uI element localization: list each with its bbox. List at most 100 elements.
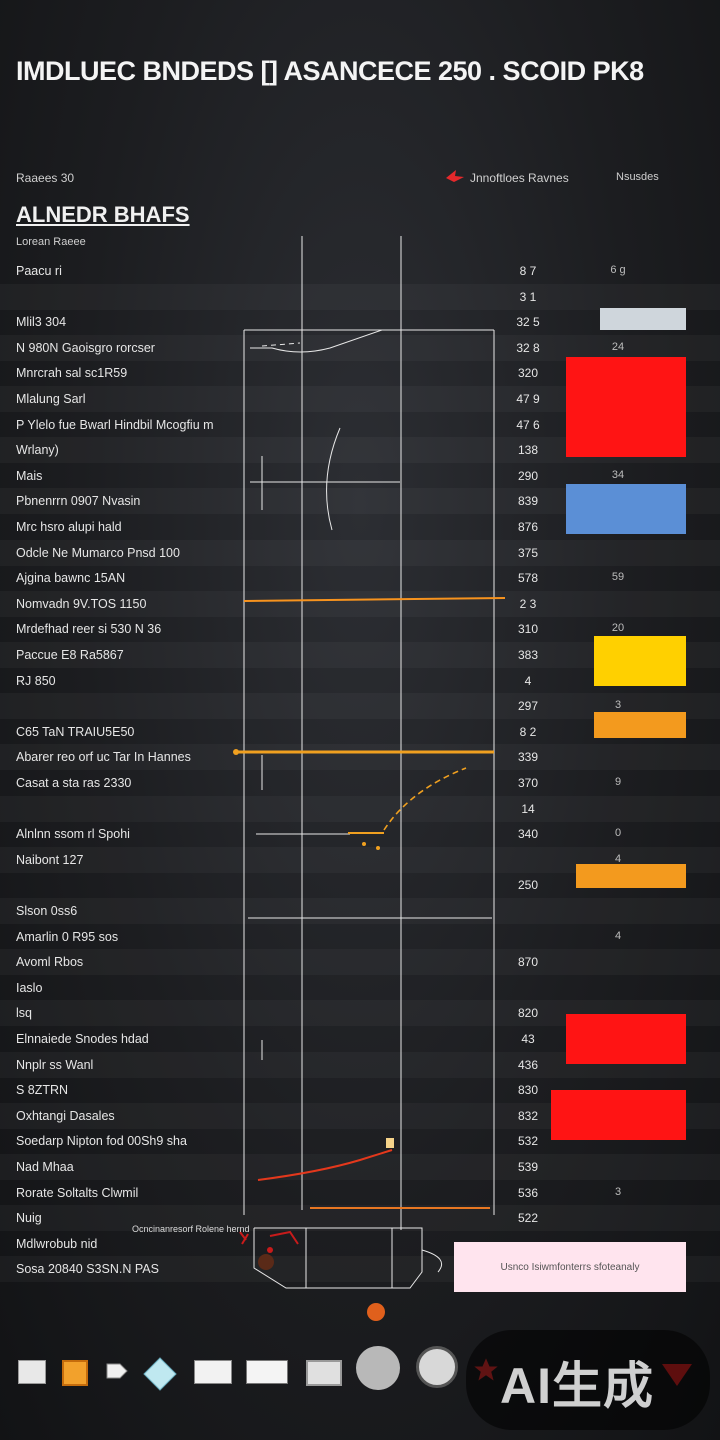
row-label: P Ylelo fue Bwarl Hindbil Mcogfiu m — [16, 417, 214, 432]
row-label: RJ 850 — [16, 673, 56, 688]
legend-box: Usnco Isiwmfonterrs sfoteanaly — [454, 1242, 686, 1292]
row-band — [0, 1154, 720, 1180]
bar-blue — [566, 484, 686, 534]
row-value: 43 — [521, 1032, 535, 1046]
row-label: Alnlnn ssom rl Spohi — [16, 827, 130, 842]
row-label: C65 TaN TRAIU5E50 — [16, 724, 135, 739]
row-value: 14 — [521, 801, 535, 816]
header-right-label-2: Nsusdes — [616, 171, 659, 183]
row-value: 832 — [517, 1108, 539, 1123]
battery-icon[interactable] — [246, 1360, 288, 1384]
row-value: 2 3 — [519, 596, 537, 611]
section-subtitle: Lorean Raeee — [16, 236, 86, 248]
sticker-icon[interactable] — [62, 1360, 88, 1386]
bar-orange — [575, 864, 686, 888]
bar-red — [550, 1090, 686, 1140]
row-value: 47 6 — [516, 417, 540, 432]
chart-title: IMDLUEC BNDEDS [] ASANCECE 250 . SCOID P… — [16, 56, 644, 86]
row-label: Nnplr ss Wanl — [16, 1057, 94, 1072]
row-value: 4 — [524, 673, 532, 688]
row-value: 310 — [517, 622, 539, 637]
row-label: Mrc hsro alupi hald — [16, 520, 122, 534]
badge-icon[interactable] — [142, 1356, 178, 1392]
row-value-secondary: 4 — [614, 852, 622, 865]
row-label: Rorate Soltalts Clwmil — [16, 1185, 139, 1200]
row-value: 539 — [517, 1160, 539, 1174]
header-left-label: Raaees 30 — [16, 171, 75, 185]
legend-text: Usnco Isiwmfonterrs sfoteanaly — [500, 1261, 640, 1273]
row-label: Ajgina bawnc 15AN — [16, 571, 126, 586]
row-value-secondary: 59 — [611, 571, 625, 584]
row-label: Mais — [16, 468, 43, 483]
row-value: 830 — [517, 1083, 539, 1098]
row-value-secondary: 0 — [614, 827, 622, 840]
row-value: 47 9 — [516, 392, 540, 406]
data-point — [362, 842, 366, 846]
row-label: Soedarp Nipton fod 00Sh9 sha — [16, 1134, 187, 1149]
data-point — [267, 1247, 273, 1253]
flag-icon — [446, 170, 464, 182]
row-value: 320 — [517, 366, 539, 381]
row-value-secondary: 34 — [611, 468, 625, 481]
row-value: 32 8 — [516, 340, 540, 355]
bar-silver — [599, 308, 686, 330]
row-band — [0, 949, 720, 975]
coin-icon[interactable] — [356, 1346, 400, 1390]
row-value: 297 — [517, 699, 539, 714]
bar-orange — [594, 712, 686, 738]
row-value: 32 5 — [516, 315, 540, 330]
row-label: lsq — [16, 1006, 32, 1021]
markers — [233, 749, 394, 1321]
globe-icon[interactable] — [416, 1346, 458, 1388]
row-value: 383 — [517, 648, 539, 662]
row-label: Avoml Rbos — [16, 955, 84, 970]
row-band — [0, 1205, 720, 1231]
row-value: 578 — [517, 571, 539, 586]
row-label: Nomvadn 9V.TOS 1150 — [16, 596, 147, 611]
row-label: Sosa 20840 S3SN.N PAS — [16, 1262, 159, 1277]
row-label: Mnrcrah sal sc1R59 — [16, 366, 128, 381]
row-value: 370 — [517, 776, 539, 790]
row-value: 250 — [517, 878, 539, 893]
row-label: Amarlin 0 R95 sos — [16, 929, 119, 944]
row-label: Paccue E8 Ra5867 — [16, 648, 124, 662]
row-value-secondary: 20 — [611, 622, 625, 635]
row-value-secondary: 6 g — [610, 264, 626, 276]
camera-icon[interactable] — [194, 1360, 232, 1384]
row-value: 536 — [517, 1185, 539, 1200]
watermark-panel — [466, 1330, 710, 1430]
row-label: Nuig — [16, 1211, 42, 1226]
row-value: 290 — [517, 468, 539, 483]
row-label: S 8ZTRN — [16, 1083, 69, 1098]
row-label: Iaslo — [16, 980, 43, 995]
row-value: 522 — [517, 1211, 539, 1226]
row-value: 339 — [517, 750, 539, 765]
row-band — [0, 898, 720, 924]
row-value: 8 7 — [519, 264, 537, 278]
row-value: 820 — [517, 1006, 539, 1021]
row-value: 876 — [517, 520, 539, 534]
document-icon[interactable] — [18, 1360, 46, 1384]
row-value: 436 — [517, 1057, 539, 1072]
row-label: Oxhtangi Dasales — [16, 1108, 115, 1123]
window-icon[interactable] — [306, 1360, 342, 1386]
row-value: 870 — [517, 955, 539, 970]
row-label: N 980N Gaoisgro rorcser — [16, 340, 155, 355]
tag-icon[interactable] — [104, 1360, 130, 1382]
row-value-secondary: 3 — [614, 699, 622, 712]
row-label: Mlil3 304 — [16, 315, 67, 330]
row-label: Slson 0ss6 — [16, 904, 78, 918]
watermark-text: AI生成 — [500, 1358, 654, 1414]
row-label: Paacu ri — [16, 264, 62, 278]
bar-red — [566, 357, 686, 457]
row-label: Elnnaiede Snodes hdad — [16, 1032, 149, 1046]
row-value: 375 — [517, 545, 539, 560]
row-label: Abarer reo orf uc Tar In Hannes — [16, 750, 191, 765]
row-value: 839 — [517, 494, 539, 509]
bar-yellow — [594, 636, 686, 686]
data-point — [386, 1138, 394, 1148]
row-value-secondary: 3 — [614, 1185, 622, 1198]
row-value-secondary: 4 — [614, 929, 622, 942]
row-label: Mrdefhad reer si 530 N 36 — [16, 622, 162, 637]
row-label: Naibont 127 — [16, 852, 84, 867]
